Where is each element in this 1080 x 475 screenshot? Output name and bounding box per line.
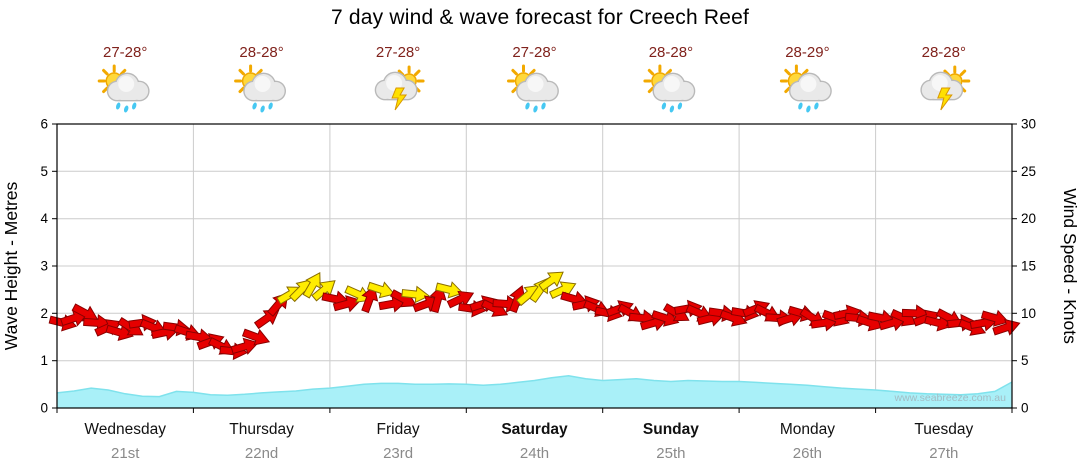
weather-icon-sun-shower [507,64,559,113]
weather-icon-thunderstorm [920,65,971,111]
day-date: 27th [929,445,958,462]
day-temp: 27-28° [103,44,147,61]
weather-icon-thunderstorm [374,65,425,111]
right-tick-label: 15 [1021,259,1036,274]
left-tick-label: 6 [40,117,48,132]
day-temp: 28-28° [239,44,283,61]
day-temp: 28-28° [649,44,693,61]
day-temp: 28-28° [922,44,966,61]
day-temp: 28-29° [785,44,829,61]
day-name: Friday [377,421,420,438]
weather-icon-sun-shower [779,64,832,113]
right-tick-label: 25 [1021,164,1036,179]
right-tick-label: 5 [1021,353,1029,368]
wind-arrow [332,295,362,313]
weather-icon-sun-shower [643,64,696,113]
day-name: Sunday [643,421,699,438]
wind-arrow [344,285,372,303]
wind-arrow [241,328,271,346]
day-name: Wednesday [84,421,166,438]
wind-arrow [980,309,1010,327]
weather-icon-sun-shower [97,64,150,113]
right-tick-label: 0 [1021,401,1029,416]
wind-arrow [105,323,134,341]
day-date: 22nd [245,445,278,462]
cloud-icon [789,72,832,102]
wind-arrow [924,314,953,332]
watermark: www.seabreeze.com.au [894,392,1007,404]
wave-height-line [56,375,1013,398]
right-tick-label: 20 [1021,211,1036,226]
left-tick-label: 5 [40,164,48,179]
day-date: 21st [111,445,140,462]
raindrops-icon [661,102,683,113]
day-temp: 27-28° [512,44,556,61]
wind-arrow [230,337,259,355]
wind-arrow [435,281,464,299]
cloud-icon [516,72,559,102]
day-temp: 27-28° [376,44,420,61]
wind-arrows-series [48,271,1021,361]
left-tick-label: 3 [40,259,48,274]
day-date: 23rd [383,445,413,462]
left-axis-title: Wave Height - Metres [1,181,21,350]
raindrops-icon [115,102,137,113]
raindrops-icon [798,102,819,113]
left-tick-label: 4 [40,211,48,226]
day-date: 25th [656,445,685,462]
left-tick-label: 2 [40,306,48,321]
chart-title: 7 day wind & wave forecast for Creech Re… [330,6,750,29]
day-date: 24th [520,445,549,462]
lightning-icon [937,87,953,111]
wind-arrow [311,280,336,302]
cloud-icon [243,72,286,102]
wind-arrow [366,281,396,299]
cloud-icon [106,72,150,102]
left-tick-label: 0 [40,401,48,416]
left-tick-label: 1 [40,353,48,368]
wind-arrow [401,285,430,304]
wind-arrow [992,318,1021,336]
right-tick-label: 10 [1021,306,1036,321]
right-tick-label: 30 [1021,117,1036,132]
wind-arrow [446,290,475,309]
raindrops-icon [525,102,546,113]
lightning-icon [391,87,408,111]
raindrops-icon [252,102,273,113]
wind-arrow [361,285,379,314]
wind-arrow [429,284,447,314]
wind-arrow [538,271,564,292]
cloud-icon [652,72,696,102]
day-name: Thursday [229,421,294,438]
wind-arrow [302,271,321,299]
wind-arrow [548,281,577,300]
day-name: Monday [780,421,835,438]
weather-icon-sun-shower [234,64,286,113]
day-date: 26th [793,445,822,462]
day-name: Tuesday [914,421,973,438]
day-name: Saturday [501,421,568,438]
right-axis-title: Wind Speed - Knots [1060,188,1080,344]
